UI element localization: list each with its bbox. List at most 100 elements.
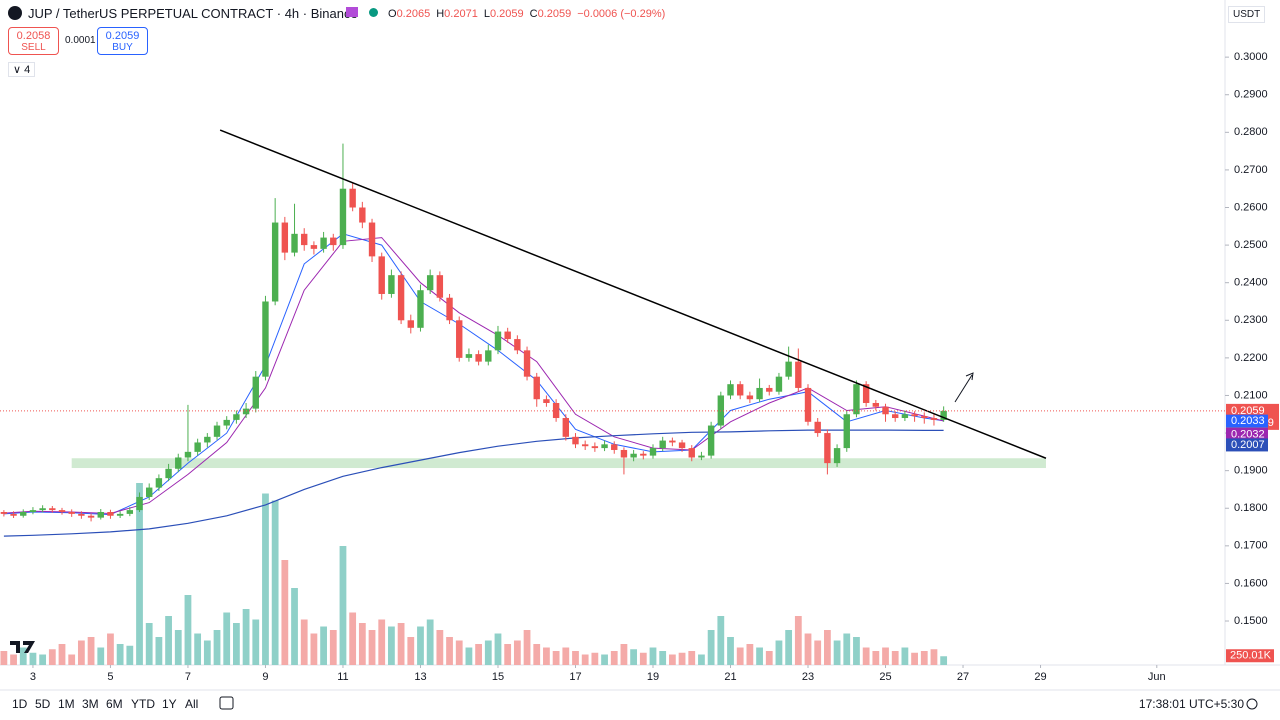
volume-bar (436, 630, 444, 665)
clock: 17:38:01 UTC+5:30 (1138, 697, 1244, 711)
candle-body (940, 410, 947, 420)
candle-body (494, 331, 502, 351)
volume-bar (126, 645, 134, 665)
sell-label: SELL (21, 42, 46, 53)
volume-bar (271, 500, 279, 665)
candle-body (146, 487, 153, 497)
candle-body (426, 275, 434, 291)
candle-body (310, 245, 318, 249)
volume-bar (281, 560, 289, 665)
candle-body (301, 233, 308, 246)
x-tick-label: 13 (414, 671, 426, 683)
range-button[interactable]: 1D (12, 697, 28, 711)
candle-body (795, 361, 802, 388)
volume-bar (911, 652, 918, 665)
candle-body (630, 453, 637, 458)
ohlc-key: H (436, 8, 445, 20)
x-tick-label: 23 (802, 671, 814, 683)
volume-bar (630, 649, 638, 665)
volume-bar (494, 633, 502, 665)
ma-price-tag (1226, 428, 1268, 442)
candle-body (504, 331, 511, 340)
volume-bar (940, 656, 948, 665)
volume-bar (223, 612, 231, 665)
buy-button[interactable]: 0.2059 BUY (97, 27, 148, 55)
currency-button[interactable]: USDT (1228, 6, 1266, 23)
y-tick-label: 0.1500 (1234, 615, 1268, 627)
y-tick-label: 0.3000 (1234, 51, 1268, 63)
y-tick-label: 0.1600 (1234, 577, 1268, 589)
candle-body (116, 513, 124, 516)
volume-bar (417, 626, 424, 665)
volume-bar (649, 647, 657, 665)
volume-bar (213, 630, 221, 665)
candle-body (194, 442, 201, 452)
spread: 0.0001 (65, 35, 96, 46)
candle-body (552, 402, 560, 419)
range-button[interactable]: 5D (35, 697, 51, 711)
calendar-icon[interactable] (219, 696, 234, 710)
candle-body (20, 512, 27, 516)
indicator-icon[interactable] (346, 7, 358, 17)
ohlc-value: 0.2059 (537, 8, 572, 20)
settings-icon[interactable] (1246, 698, 1258, 710)
y-tick-label: 0.2300 (1234, 314, 1268, 326)
volume-bar (349, 612, 357, 665)
candle-body (533, 376, 540, 400)
volume-bar (862, 647, 870, 665)
candle-body (727, 384, 734, 396)
candle-body (175, 457, 182, 469)
volume-bar (291, 588, 298, 665)
indicators-toggle[interactable]: ∨ 4 (8, 62, 36, 77)
volume-bar (523, 630, 531, 665)
volume-bar (882, 647, 889, 665)
volume-bar (329, 630, 337, 665)
buy-label: BUY (112, 42, 133, 53)
ma-price-tag (1226, 438, 1268, 452)
volume-bar (368, 630, 376, 665)
sell-button[interactable]: 0.2058 SELL (8, 27, 59, 55)
candle-body (465, 354, 473, 358)
x-tick-label: 7 (185, 671, 191, 683)
candle-body (233, 414, 240, 420)
volume-bar (930, 649, 938, 665)
candle-body (862, 384, 870, 403)
support-zone (71, 458, 1046, 469)
candle-body (107, 512, 114, 516)
candle-body (10, 513, 17, 516)
candle-body (921, 416, 928, 419)
volume-bar (145, 623, 153, 665)
volume-bar (58, 644, 66, 665)
volume-bar (48, 649, 56, 665)
range-button[interactable]: 1M (58, 697, 75, 711)
candle-body (601, 444, 608, 449)
candle-body (659, 440, 666, 449)
volume-bar (833, 640, 841, 665)
status-dot (369, 8, 378, 17)
volume-bar (174, 630, 182, 665)
x-tick-label: 27 (957, 671, 969, 683)
candle-body (291, 233, 298, 253)
range-button[interactable]: All (185, 697, 199, 711)
x-tick-label: 25 (879, 671, 891, 683)
candle-body (485, 350, 492, 362)
trendline (219, 129, 1047, 459)
volume-bar (426, 619, 434, 665)
candle-body (514, 339, 521, 351)
y-tick-label: 0.2700 (1234, 164, 1268, 176)
volume-bar (397, 623, 405, 665)
y-tick-label: 0.2900 (1234, 89, 1268, 101)
candle-body (78, 513, 85, 516)
candle-body (320, 237, 327, 249)
volume-bar (87, 637, 95, 665)
range-button[interactable]: 1Y (162, 697, 177, 711)
range-button[interactable]: 6M (106, 697, 123, 711)
candle-body (892, 414, 899, 419)
volume-bar (446, 637, 453, 665)
volume-bar (581, 654, 589, 665)
candle-body (843, 414, 850, 449)
volume-bar (475, 644, 482, 665)
range-button[interactable]: YTD (131, 697, 155, 711)
candle-body (640, 453, 647, 456)
range-button[interactable]: 3M (82, 697, 99, 711)
